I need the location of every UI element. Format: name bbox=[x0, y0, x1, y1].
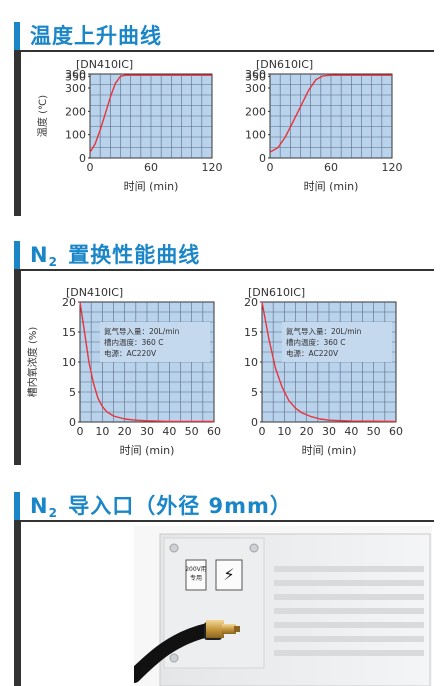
x-tick-label: 30 bbox=[140, 425, 154, 438]
section-header-n2-inlet: N2 导入口（外径 9mm） bbox=[14, 492, 434, 522]
x-axis-label: 时间 (min) bbox=[304, 180, 359, 193]
section-title: 温度上升曲线 bbox=[30, 24, 162, 48]
y-tick-label: 0 bbox=[69, 416, 76, 429]
y-tick-label: 5 bbox=[251, 386, 258, 399]
y-tick-label: 360 bbox=[65, 68, 86, 81]
x-tick-label: 10 bbox=[277, 425, 291, 438]
section-underline bbox=[14, 520, 434, 522]
x-tick-label: 50 bbox=[185, 425, 199, 438]
y-axis-label: 槽内氧浓度 (%) bbox=[26, 327, 39, 398]
chart-model-label: [DN610IC] bbox=[256, 58, 313, 71]
y-tick-label: 200 bbox=[65, 105, 86, 118]
chart-model-label: [DN410IC] bbox=[66, 286, 123, 299]
section-side-bar bbox=[14, 271, 21, 465]
x-axis-label: 时间 (min) bbox=[120, 444, 175, 457]
annotation-line: 氮气导入量：20L/min bbox=[104, 326, 180, 336]
annotation-line: 氮气导入量：20L/min bbox=[286, 326, 362, 336]
x-axis-label: 时间 (min) bbox=[124, 180, 179, 193]
section-side-bar bbox=[14, 52, 21, 216]
y-tick-label: 15 bbox=[244, 326, 258, 339]
x-tick-label: 50 bbox=[367, 425, 381, 438]
section-side-bar bbox=[14, 522, 21, 686]
section-title: N2 置换性能曲线 bbox=[30, 243, 201, 269]
x-tick-label: 10 bbox=[95, 425, 109, 438]
y-tick-label: 0 bbox=[79, 152, 86, 165]
section-header-temperature: 温度上升曲线 bbox=[14, 22, 434, 52]
chart-temp-dn410: [DN410IC] 0 100 200 300 350 360 0 60 120 时间 (min) 温… bbox=[30, 58, 223, 198]
y-tick-label: 0 bbox=[251, 416, 258, 429]
chart-temp-dn610: [DN610IC] 0 100 200 300 350 360 0 60 120 时间 (min) bbox=[222, 58, 412, 198]
section-header-n2-purge: N2 置换性能曲线 bbox=[14, 241, 434, 271]
series-line bbox=[79, 301, 214, 423]
y-tick-label: 20 bbox=[244, 296, 258, 309]
x-tick-label: 30 bbox=[322, 425, 336, 438]
y-tick-label: 5 bbox=[69, 386, 76, 399]
x-axis-label: 时间 (min) bbox=[302, 444, 357, 457]
chart-oxygen-dn610: [DN610IC] 0 5 10 15 20 0 10 20 30 40 50 60 时间 (min) 氮气… bbox=[222, 282, 412, 462]
power-cable bbox=[134, 623, 215, 683]
grid bbox=[90, 74, 212, 158]
y-tick-label: 200 bbox=[245, 105, 266, 118]
y-tick-label: 100 bbox=[65, 129, 86, 142]
x-tick-label: 40 bbox=[344, 425, 358, 438]
series-line bbox=[89, 74, 212, 153]
voltage-label-line2: 专用 bbox=[190, 574, 202, 582]
x-tick-label: 0 bbox=[77, 425, 84, 438]
y-tick-label: 350 bbox=[245, 70, 266, 83]
chart-svg: [DN410IC] 0 5 10 15 20 0 10 20 30 40 50 60 时间 (min) 槽内… bbox=[26, 286, 221, 457]
chart-model-label: [DN610IC] bbox=[248, 286, 305, 299]
y-tick-label: 20 bbox=[62, 296, 76, 309]
y-tick-label: 350 bbox=[65, 70, 86, 83]
series-line bbox=[269, 74, 392, 153]
n2-inlet-fitting bbox=[206, 620, 240, 638]
y-tick-label: 300 bbox=[245, 82, 266, 95]
n2-inlet-photo: 200V用 专用 ⚡ bbox=[134, 526, 432, 686]
annotation-line: 电源：AC220V bbox=[104, 348, 157, 358]
x-tick-label: 40 bbox=[162, 425, 176, 438]
x-tick-label: 60 bbox=[389, 425, 403, 438]
chart-svg: [DN610IC] 0 5 10 15 20 0 10 20 30 40 50 60 时间 (min) 氮气… bbox=[244, 286, 403, 457]
x-tick-label: 60 bbox=[207, 425, 221, 438]
y-tick-label: 360 bbox=[245, 68, 266, 81]
annotation-line: 槽内温度：360 C bbox=[104, 337, 163, 347]
x-tick-label: 60 bbox=[144, 161, 158, 174]
chart-oxygen-dn410: [DN410IC] 0 5 10 15 20 0 10 20 30 40 50 60 时间 (min) 槽内… bbox=[26, 282, 221, 462]
grid bbox=[270, 74, 392, 158]
annotation-box bbox=[282, 322, 392, 362]
annotation-box bbox=[100, 322, 210, 362]
y-tick-label: 300 bbox=[65, 82, 86, 95]
y-tick-label: 15 bbox=[62, 326, 76, 339]
y-tick-label: 100 bbox=[245, 129, 266, 142]
series-line bbox=[261, 301, 397, 423]
y-tick-label: 10 bbox=[62, 356, 76, 369]
section-underline bbox=[14, 269, 434, 271]
x-tick-label: 20 bbox=[300, 425, 314, 438]
section-title: N2 导入口（外径 9mm） bbox=[30, 494, 292, 520]
vent-slots bbox=[274, 566, 424, 656]
x-tick-label: 20 bbox=[118, 425, 132, 438]
y-axis-label: 温度 (℃) bbox=[36, 95, 49, 137]
voltage-label-line1: 200V用 bbox=[185, 566, 207, 573]
x-tick-label: 60 bbox=[324, 161, 338, 174]
warning-icon: ⚡ bbox=[223, 565, 234, 584]
annotation-line: 电源：AC220V bbox=[286, 348, 339, 358]
y-tick-label: 0 bbox=[259, 152, 266, 165]
x-tick-label: 0 bbox=[259, 425, 266, 438]
annotation-line: 槽内温度：360 C bbox=[286, 337, 345, 347]
x-tick-label: 0 bbox=[87, 161, 94, 174]
x-tick-label: 120 bbox=[382, 161, 403, 174]
section-underline bbox=[14, 50, 434, 52]
x-tick-label: 120 bbox=[202, 161, 223, 174]
chart-model-label: [DN410IC] bbox=[76, 58, 133, 71]
x-tick-label: 0 bbox=[267, 161, 274, 174]
y-tick-label: 10 bbox=[244, 356, 258, 369]
